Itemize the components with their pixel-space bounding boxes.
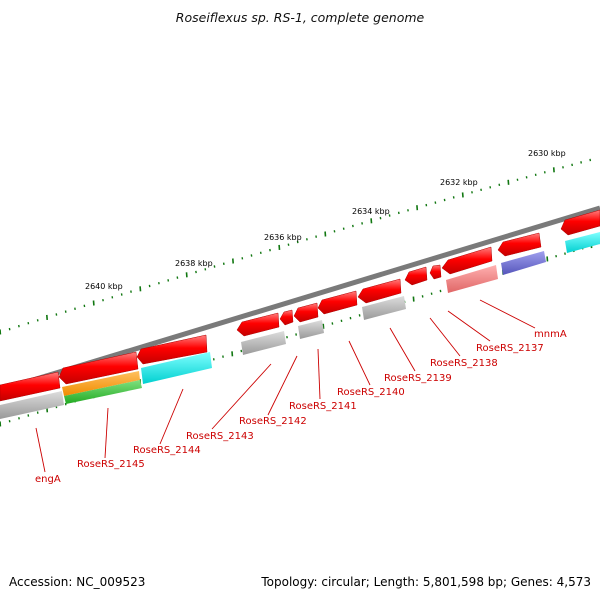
label-leader-lines <box>35 299 536 473</box>
leader-roseRS-2144 <box>159 388 184 445</box>
scale-label-2630: 2630 kbp <box>528 149 566 158</box>
feature-grey-engA <box>0 391 64 419</box>
leader-engA <box>35 427 46 473</box>
map-title: Roseiflexus sp. RS-1, complete genome <box>175 10 425 25</box>
leader-mnmA <box>479 299 536 329</box>
feature-orange <box>62 371 140 396</box>
gene-label-roseRS-2137: RoseRS_2137 <box>476 343 544 354</box>
feature-grey-1 <box>362 296 406 320</box>
topology-text: Topology: circular; Length: 5,801,598 bp… <box>261 575 591 589</box>
leader-roseRS-2139 <box>389 327 416 372</box>
accession-text: Accession: NC_009523 <box>9 575 146 589</box>
gene-arrow-roseRS-2145 <box>136 334 208 365</box>
gene-arrow-roseRS-2137 <box>497 232 542 257</box>
gene-arrow-roseRS-2143 <box>279 309 294 326</box>
gene-label-roseRS-2143: RoseRS_2143 <box>186 431 254 442</box>
gene-arrow-engA-b <box>0 371 61 402</box>
gene-arrow-roseRS-2140 <box>357 278 402 304</box>
gene-label-roseRS-2139: RoseRS_2139 <box>384 373 452 384</box>
leader-roseRS-2145 <box>104 407 109 459</box>
scale-labels: 2630 kbp 2632 kbp 2634 kbp 2636 kbp 2638… <box>85 149 566 291</box>
gene-arrow-roseRS-2144 <box>236 312 280 337</box>
gene-arrow-engA-a <box>58 351 139 385</box>
leader-roseRS-2143 <box>211 363 272 430</box>
feature-cyan <box>141 352 212 384</box>
gene-arrow-roseRS-2139 <box>404 266 428 286</box>
gene-label-roseRS-2140: RoseRS_2140 <box>337 387 405 398</box>
leader-roseRS-2138 <box>429 317 461 357</box>
gene-arrows <box>0 209 600 402</box>
scale-label-2638: 2638 kbp <box>175 259 213 268</box>
gene-label-roseRS-2144: RoseRS_2144 <box>133 445 201 456</box>
outer-scale-ticks <box>0 158 592 335</box>
feature-bars <box>0 232 600 419</box>
leader-roseRS-2142 <box>267 355 298 416</box>
gene-label-mnmA: mnmA <box>534 329 567 340</box>
gene-label-roseRS-2138: RoseRS_2138 <box>430 358 498 369</box>
scale-label-2634: 2634 kbp <box>352 207 390 216</box>
gene-arrow-roseRS-2142 <box>293 302 319 323</box>
gene-label-engA: engA <box>35 474 61 485</box>
scale-label-2636: 2636 kbp <box>264 233 302 242</box>
feature-grey-2 <box>298 320 324 339</box>
gene-label-roseRS-2142: RoseRS_2142 <box>239 416 307 427</box>
feature-purple <box>501 251 546 275</box>
scale-label-2640: 2640 kbp <box>85 282 123 291</box>
gene-arrow-roseRS-2141 <box>317 290 358 315</box>
gene-label-roseRS-2145: RoseRS_2145 <box>77 459 145 470</box>
feature-cyan-mnmA <box>565 232 600 253</box>
gene-label-roseRS-2141: RoseRS_2141 <box>289 401 357 412</box>
gene-arrow-roseRS-2138 <box>441 246 493 275</box>
feature-pink <box>446 265 498 293</box>
gene-labels: mnmA RoseRS_2137 RoseRS_2138 RoseRS_2139… <box>35 329 567 485</box>
feature-green <box>64 380 142 404</box>
leader-roseRS-2137 <box>447 310 491 342</box>
leader-roseRS-2140 <box>348 340 371 386</box>
scale-label-2632: 2632 kbp <box>440 178 478 187</box>
gene-arrow-roseRS-2138b <box>429 264 442 280</box>
gene-arrow-mnmA <box>560 209 600 236</box>
feature-grey-3 <box>241 331 286 355</box>
leader-roseRS-2141 <box>317 348 321 400</box>
